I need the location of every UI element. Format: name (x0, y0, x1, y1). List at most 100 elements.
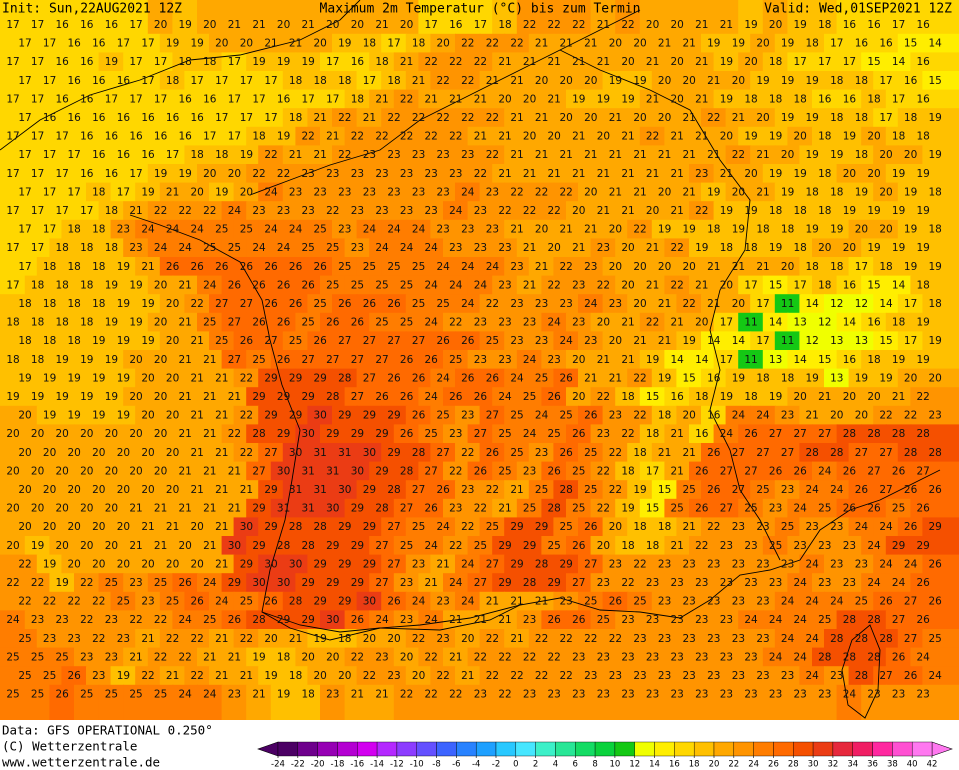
temperature-label: 11 (744, 354, 757, 366)
temperature-label: 23 (683, 670, 696, 682)
temperature-label: 22 (338, 112, 351, 124)
temperature-cell (135, 108, 161, 128)
temperature-label: 21 (179, 503, 192, 515)
temperature-label: 28 (548, 503, 561, 515)
temperature-label: 14 (671, 354, 685, 366)
temperature-cell (258, 219, 284, 240)
temperature-label: 22 (633, 372, 646, 384)
temperature-label: 23 (929, 410, 942, 422)
temperature-label: 23 (449, 428, 462, 440)
temperature-label: 18 (633, 521, 646, 533)
temperature-label: 17 (68, 186, 81, 198)
temperature-cell (258, 294, 284, 314)
temperature-label: 20 (6, 540, 19, 552)
temperature-label: 26 (794, 465, 808, 477)
temperature-label: 16 (695, 428, 709, 440)
temperature-cell (147, 201, 174, 221)
temperature-cell (24, 126, 51, 147)
temperature-label: 16 (68, 38, 82, 50)
temperature-label: 16 (117, 112, 131, 124)
temperature-cell (418, 0, 444, 35)
temperature-label: 17 (830, 38, 843, 50)
temperature-label: 21 (351, 689, 364, 701)
temperature-label: 16 (818, 93, 832, 105)
temperature-cell (836, 238, 863, 258)
temperature-label: 13 (855, 335, 868, 347)
temperature-label: 15 (904, 38, 917, 50)
init-time: Init: Sun,22AUG2021 12Z (2, 2, 182, 17)
temperature-cell (24, 275, 51, 296)
temperature-cell (147, 52, 174, 72)
temperature-label: 23 (129, 577, 142, 589)
temperature-label: 22 (695, 205, 708, 217)
temperature-label: 24 (474, 279, 488, 291)
temperature-label: 17 (6, 168, 19, 180)
temperature-label: 21 (314, 149, 327, 161)
temperature-label: 19 (191, 38, 204, 50)
temperature-label: 21 (535, 38, 548, 50)
temperature-label: 22 (6, 577, 19, 589)
temperature-cell (369, 126, 395, 147)
temperature-cell (393, 0, 420, 35)
temperature-label: 30 (228, 540, 241, 552)
temperature-label: 27 (855, 447, 868, 459)
temperature-label: 24 (806, 558, 820, 570)
temperature-cell (295, 52, 321, 72)
temperature-cell (147, 164, 174, 184)
temperature-label: 23 (830, 521, 843, 533)
temperature-label: 19 (117, 670, 130, 682)
temperature-label: 26 (400, 354, 414, 366)
temperature-cell (295, 164, 321, 184)
temperature-label: 21 (449, 614, 462, 626)
temperature-label: 18 (621, 540, 634, 552)
temperature-label: 18 (794, 242, 807, 254)
temperature-cell (135, 145, 161, 165)
temperature-label: 20 (80, 465, 93, 477)
temperature-cell (504, 145, 530, 165)
temperature-cell (86, 257, 112, 277)
temperature-cell (528, 108, 555, 128)
temperature-label: 18 (68, 261, 81, 273)
temperature-cell (812, 89, 838, 110)
temperature-label: 11 (781, 335, 794, 347)
temperature-label: 28 (879, 633, 892, 645)
colorbar-swatch (357, 741, 378, 757)
temperature-cell (836, 201, 863, 221)
temperature-label: 17 (117, 38, 130, 50)
temperature-label: 22 (31, 577, 44, 589)
temperature-cell (135, 257, 161, 277)
temperature-label: 23 (756, 670, 769, 682)
temperature-label: 21 (671, 428, 684, 440)
temperature-cell (504, 108, 530, 128)
temperature-label: 17 (228, 56, 241, 68)
temperature-label: 17 (794, 279, 807, 291)
temperature-label: 21 (400, 56, 413, 68)
temperature-label: 21 (609, 112, 622, 124)
temperature-label: 28 (818, 651, 831, 663)
temperature-cell (824, 108, 850, 128)
temperature-label: 17 (18, 112, 31, 124)
temperature-cell (135, 294, 161, 314)
temperature-label: 19 (658, 372, 671, 384)
temperature-cell (787, 0, 813, 35)
temperature-cell (233, 294, 260, 314)
temperature-label: 20 (523, 93, 536, 105)
temperature-label: 14 (929, 38, 943, 50)
temperature-cell (467, 52, 494, 72)
temperature-label: 26 (744, 428, 758, 440)
temperature-cell (676, 182, 702, 203)
temperature-label: 25 (387, 261, 400, 273)
temperature-label: 25 (510, 410, 523, 422)
temperature-label: 18 (658, 521, 671, 533)
temperature-label: 14 (695, 354, 709, 366)
temperature-label: 17 (474, 19, 487, 31)
temperature-label: 21 (215, 521, 228, 533)
temperature-label: 26 (191, 261, 205, 273)
temperature-cell (713, 89, 740, 110)
temperature-label: 19 (68, 410, 81, 422)
temperature-label: 23 (326, 168, 339, 180)
temperature-cell (750, 219, 776, 240)
temperature-label: 18 (412, 38, 425, 50)
temperature-label: 26 (289, 261, 303, 273)
temperature-label: 20 (191, 521, 204, 533)
